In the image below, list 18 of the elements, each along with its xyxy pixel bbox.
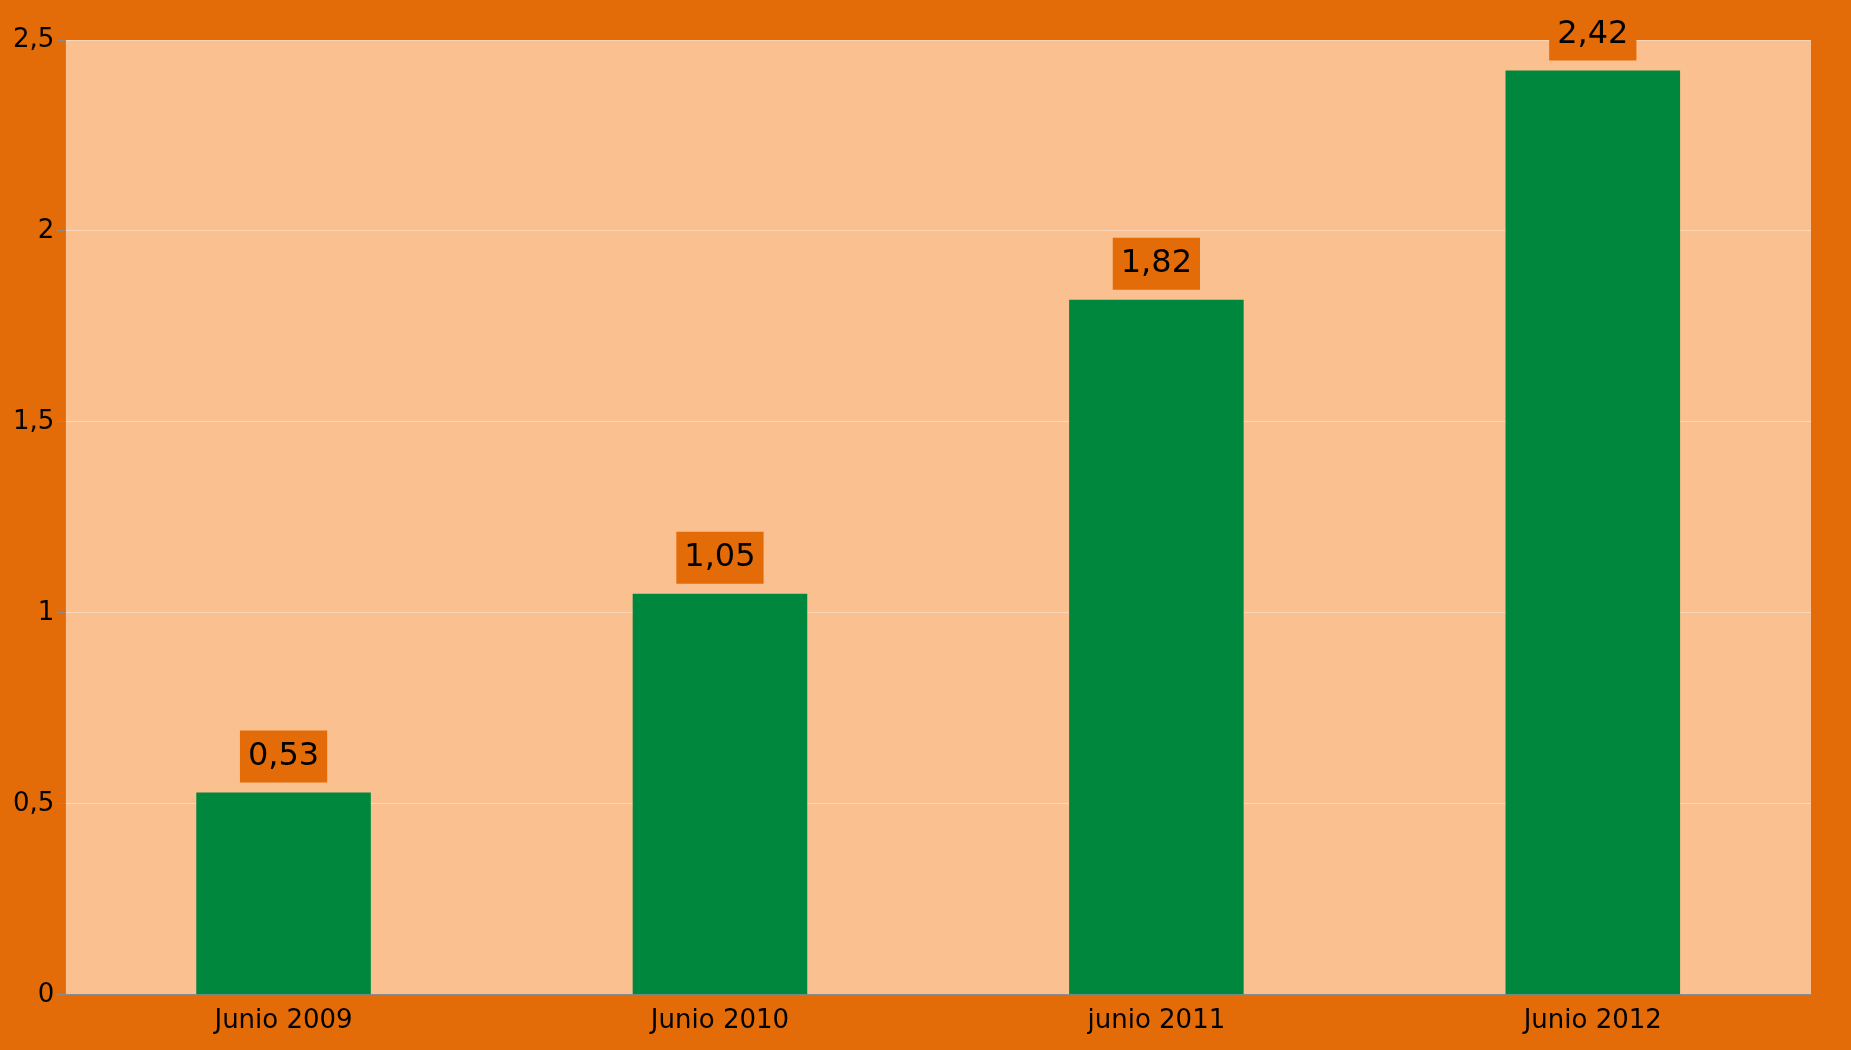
y-tick-label: 1 <box>37 595 55 626</box>
y-tick-label: 2 <box>37 213 55 244</box>
x-tick-label: Junio 2010 <box>648 1004 790 1035</box>
bar <box>632 593 808 995</box>
data-label: 0,53 <box>247 734 320 773</box>
bar <box>196 792 371 995</box>
bar <box>1505 70 1681 995</box>
x-tick-label: Junio 2009 <box>212 1004 353 1035</box>
x-tick-label: junio 2011 <box>1086 1004 1226 1035</box>
y-tick-label: 2,5 <box>12 22 55 53</box>
data-label: 1,05 <box>684 536 756 575</box>
data-label: 2,42 <box>1557 12 1629 51</box>
y-tick-label: 0,5 <box>12 786 55 817</box>
data-label: 1,82 <box>1120 242 1193 281</box>
y-tick-label: 0 <box>37 977 55 1008</box>
y-tick-label: 1,5 <box>12 404 55 435</box>
x-tick-label: Junio 2012 <box>1521 1004 1662 1035</box>
bar <box>1069 299 1244 995</box>
